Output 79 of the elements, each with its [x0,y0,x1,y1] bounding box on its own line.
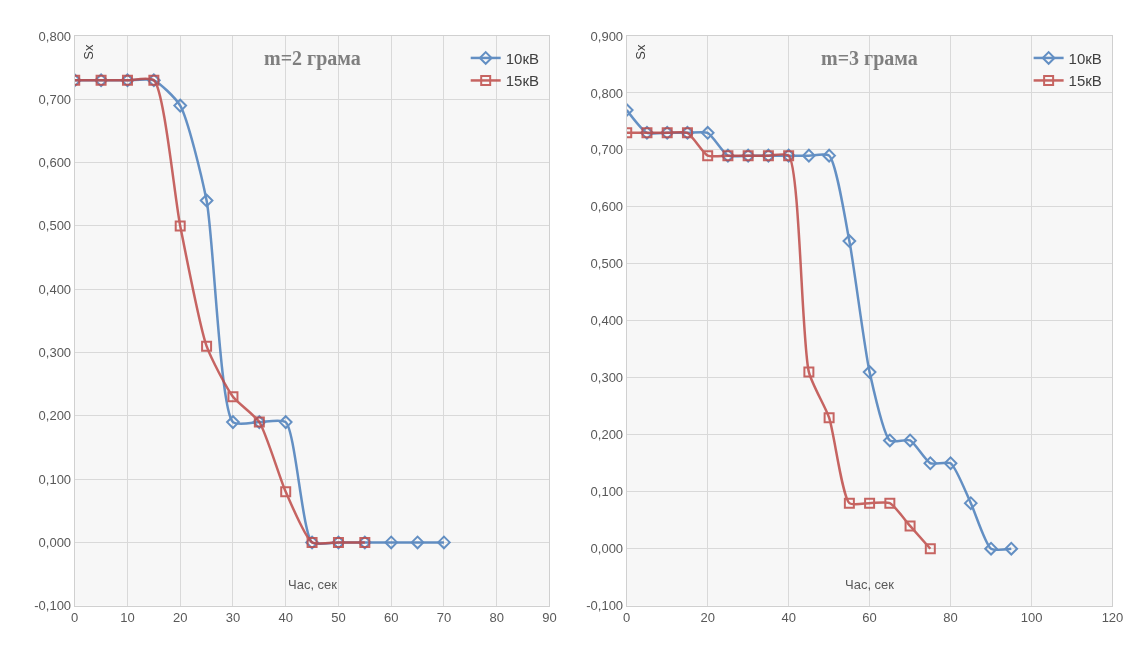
point [842,234,857,248]
point [199,193,214,208]
y-tick-label: 0,700 [590,142,624,158]
x-tick-label: 80 [489,610,504,626]
text: m=2 грама [264,47,361,70]
point [924,543,936,555]
x-tick-label: 100 [1020,610,1043,626]
point [384,535,399,550]
y-tick-label: 0,200 [590,427,624,443]
x-tick-label: 120 [1101,610,1124,626]
point [1004,541,1019,556]
point [802,148,816,163]
point [923,456,938,471]
point [173,98,188,113]
y-tick-label: 0,100 [590,484,624,500]
point [904,520,916,532]
x-tick-label: 20 [172,610,188,626]
point [843,497,855,509]
x-tick-label: 10 [120,610,135,626]
point [700,125,715,140]
x-tick-label: 40 [278,610,293,626]
y-axis-title: Sx [633,44,649,60]
point [437,535,451,550]
x-tick-label: 60 [862,610,877,626]
legend-label: 10кВ [1068,49,1102,67]
point [410,535,425,550]
point [903,433,917,448]
point [984,541,998,556]
y-tick-label: 0,300 [38,345,72,361]
legend-label: 15кВ [505,72,539,90]
text: m=3 грама [821,47,918,70]
x-tick-label: 30 [225,610,241,626]
point [943,456,958,471]
y-tick-label: -0,100 [586,598,624,614]
x-tick-label: 0 [623,610,631,626]
x-tick-label: 80 [943,610,958,626]
x-tick-label: 40 [781,610,796,626]
point [884,497,896,509]
point [963,496,978,510]
point [823,412,835,424]
x-tick-label: 0 [71,610,79,626]
y-tick-label: 0,600 [590,199,624,215]
x-axis-title: Час, сек [845,577,895,592]
point [862,365,877,379]
point [278,415,293,429]
point [227,391,239,403]
point [803,366,815,378]
point [226,415,240,429]
point [174,220,186,232]
legend-label: 10кВ [505,49,539,67]
y-tick-label: 0,000 [590,541,624,557]
y-tick-label: 0,400 [590,313,624,329]
x-axis-title: Час, сек [288,577,338,592]
point [864,497,876,509]
y-tick-label: 0,800 [590,85,624,101]
point [201,340,213,352]
y-tick-label: 0,500 [38,218,72,234]
y-tick-label: 0,300 [590,370,624,386]
y-tick-label: 0,900 [590,28,624,44]
y-tick-label: -0,100 [34,598,72,614]
point [280,486,292,498]
y-tick-label: 0,800 [38,28,72,44]
x-tick-label: 90 [542,610,557,626]
y-tick-label: 0,200 [38,408,72,424]
y-tick-label: 0,600 [38,155,72,171]
point [822,148,836,163]
y-tick-label: 0,000 [38,534,72,550]
point [702,150,714,162]
y-tick-label: 0,100 [38,471,72,487]
x-tick-label: 20 [700,610,715,626]
x-tick-label: 50 [331,610,346,626]
x-tick-label: 60 [383,610,399,626]
y-axis-title: Sx [81,43,97,60]
y-tick-label: 0,700 [38,91,72,107]
y-tick-label: 0,500 [590,256,624,272]
x-tick-label: 70 [436,610,452,626]
y-tick-label: 0,400 [38,281,72,297]
point [882,433,897,448]
legend-label: 15кВ [1068,72,1102,90]
